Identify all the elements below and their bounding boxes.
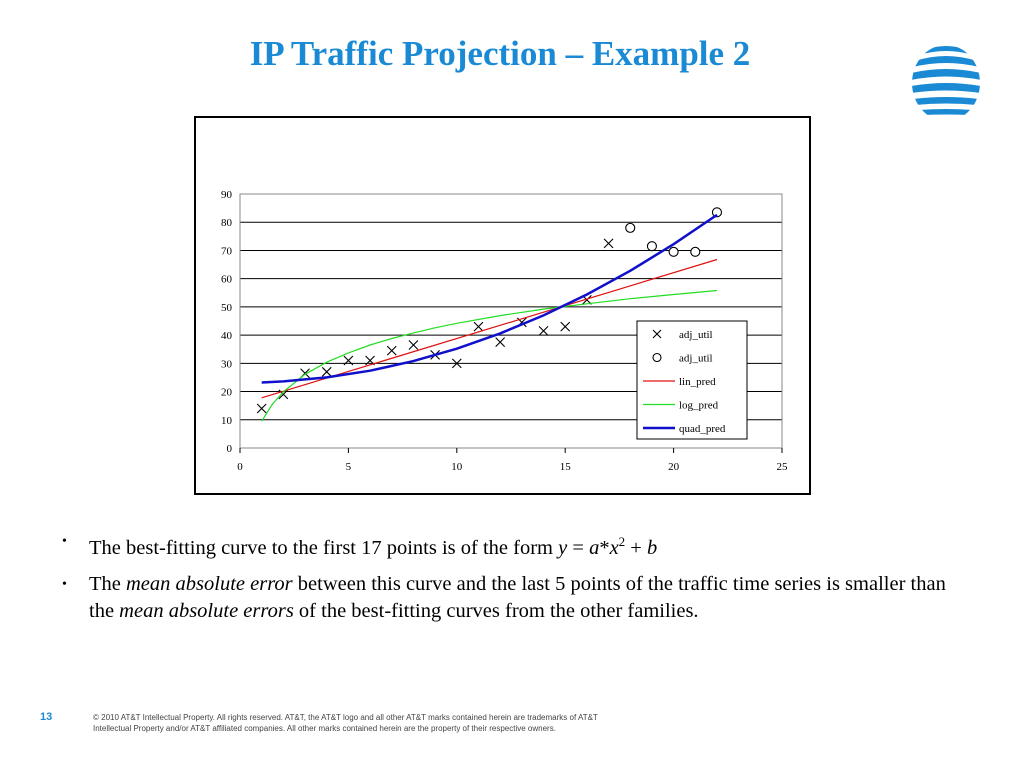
legend-swatch-circle-marker: [652, 352, 662, 363]
bullet-2-text-b: between this curve and the last 5 points…: [89, 572, 946, 622]
bullet-2-text-a: The: [89, 572, 126, 595]
data-point-x-marker: [343, 355, 354, 366]
formula-x: x: [609, 536, 619, 559]
y-tick-label: 70: [221, 245, 233, 257]
bullet-list: • The best-fitting curve to the first 17…: [62, 528, 962, 634]
x-tick-label: 0: [237, 461, 243, 473]
slide-title: IP Traffic Projection – Example 2: [249, 34, 751, 73]
legend-box: [636, 320, 748, 440]
x-tick-label: 15: [560, 461, 572, 473]
formula-equals: =: [567, 536, 590, 559]
data-point-x-marker: [321, 366, 332, 377]
data-point-x-marker: [451, 358, 462, 369]
copyright-footer: © 2010 AT&T Intellectual Property. All r…: [93, 713, 598, 733]
data-point-circle-marker: [690, 246, 701, 257]
data-point-x-marker: [560, 321, 571, 332]
slide-number: 13: [40, 711, 53, 723]
bullet-1-text: The best-fitting curve to the first 17 p…: [89, 536, 559, 559]
y-tick-label: 80: [221, 217, 233, 229]
data-point-x-marker: [386, 345, 397, 356]
formula-y: y: [558, 536, 568, 559]
y-tick-label: 0: [227, 443, 233, 455]
legend-label: log_pred: [679, 400, 719, 412]
series-quad_pred-line: [261, 213, 718, 384]
bullet-2-em-a: mean absolute error: [126, 572, 293, 595]
formula-times: *: [599, 536, 610, 559]
x-tick-label: 25: [777, 461, 789, 473]
chart-frame: 0 10 20 30 40 50 60 70 80 90 0 5 10 15 20 25 adj_util adj…: [194, 116, 811, 495]
y-tick-label: 60: [221, 274, 233, 286]
bullet-2-text-c: of the best-fitting curves from the othe…: [293, 599, 699, 622]
y-tick-label: 50: [221, 302, 233, 314]
data-point-circle-marker: [646, 241, 657, 252]
bullet-marker: •: [62, 576, 67, 592]
bullet-2-em-b: mean absolute errors: [119, 599, 294, 622]
x-tick-label: 20: [668, 461, 680, 473]
legend-swatch-x-marker: [652, 329, 662, 339]
legend-label: adj_util: [679, 329, 713, 341]
data-point-x-marker: [538, 325, 549, 336]
data-point-x-marker: [603, 238, 614, 249]
x-tick-label: 5: [346, 461, 352, 473]
y-tick-label: 20: [221, 387, 233, 399]
data-point-circle-marker: [625, 222, 636, 233]
plot-area: [239, 193, 783, 449]
att-globe-icon: [912, 45, 980, 121]
bullet-2: • The mean absolute error between this c…: [62, 571, 962, 625]
legend-label: lin_pred: [679, 376, 716, 388]
data-point-x-marker: [408, 340, 419, 350]
data-point-x-marker: [473, 321, 484, 332]
y-tick-label: 90: [221, 189, 233, 201]
data-point-x-marker: [256, 403, 267, 414]
x-tick-label: 10: [451, 461, 463, 473]
y-tick-label: 30: [221, 358, 233, 370]
data-point-x-marker: [495, 337, 506, 348]
bullet-1: • The best-fitting curve to the first 17…: [62, 528, 962, 562]
bullet-marker: •: [62, 534, 67, 549]
formula-plus: +: [625, 536, 647, 559]
y-tick-label: 40: [221, 330, 233, 342]
data-point-x-marker: [278, 389, 289, 400]
data-point-circle-marker: [668, 246, 679, 257]
y-tick-label: 10: [221, 415, 233, 427]
formula-b: b: [646, 536, 658, 559]
legend-label: adj_util: [679, 353, 713, 365]
formula-a: a: [589, 536, 600, 559]
formula-exponent: 2: [618, 534, 626, 549]
data-point-circle-marker: [711, 207, 723, 218]
legend-label: quad_pred: [679, 423, 726, 435]
